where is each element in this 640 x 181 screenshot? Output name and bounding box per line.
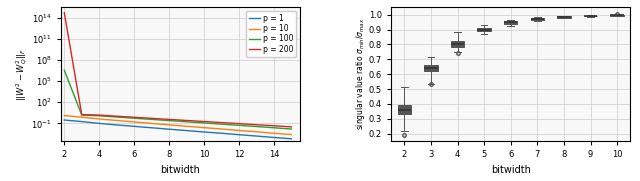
p = 200 xyxy=(287,126,295,128)
PathPatch shape xyxy=(451,41,464,47)
p = 200 xyxy=(270,125,278,127)
p = 10 xyxy=(287,133,295,136)
Y-axis label: singular value ratio $\sigma_{min}/\sigma_{max}$: singular value ratio $\sigma_{min}/\sigm… xyxy=(355,18,367,131)
p = 10 xyxy=(131,121,138,123)
p = 100 xyxy=(235,124,243,126)
p = 200 xyxy=(60,12,68,14)
p = 100 xyxy=(60,69,68,71)
p = 100 xyxy=(78,114,86,116)
X-axis label: bitwidth: bitwidth xyxy=(491,165,531,175)
p = 10 xyxy=(165,124,173,126)
p = 10 xyxy=(270,132,278,134)
p = 100 xyxy=(183,121,191,123)
p = 1 xyxy=(270,136,278,139)
p = 200 xyxy=(183,119,191,122)
p = 100 xyxy=(253,125,260,128)
Legend: p = 1, p = 10, p = 100, p = 200: p = 1, p = 10, p = 100, p = 200 xyxy=(246,11,296,57)
p = 10 xyxy=(113,119,120,122)
p = 200 xyxy=(113,115,120,117)
p = 1 xyxy=(113,124,120,126)
p = 1 xyxy=(131,125,138,127)
p = 200 xyxy=(235,123,243,125)
p = 200 xyxy=(253,124,260,126)
p = 10 xyxy=(95,118,103,120)
PathPatch shape xyxy=(477,28,491,31)
p = 1 xyxy=(218,132,225,134)
p = 200 xyxy=(165,118,173,121)
p = 200 xyxy=(131,116,138,118)
PathPatch shape xyxy=(611,15,624,16)
PathPatch shape xyxy=(504,21,517,24)
Y-axis label: $||W^2 - W^2_Q||_F$: $||W^2 - W^2_Q||_F$ xyxy=(15,48,29,101)
p = 10 xyxy=(78,116,86,118)
p = 1 xyxy=(287,138,295,140)
p = 1 xyxy=(60,119,68,121)
p = 100 xyxy=(95,115,103,117)
p = 10 xyxy=(253,131,260,133)
p = 1 xyxy=(148,127,156,129)
p = 100 xyxy=(218,123,225,125)
p = 1 xyxy=(95,122,103,125)
PathPatch shape xyxy=(424,65,438,71)
p = 100 xyxy=(270,127,278,129)
PathPatch shape xyxy=(531,18,544,20)
Line: p = 200: p = 200 xyxy=(64,13,291,127)
X-axis label: bitwidth: bitwidth xyxy=(161,165,200,175)
p = 10 xyxy=(218,128,225,130)
p = 100 xyxy=(165,119,173,122)
p = 200 xyxy=(78,113,86,116)
p = 100 xyxy=(148,118,156,121)
p = 10 xyxy=(235,129,243,132)
p = 1 xyxy=(200,131,208,133)
p = 10 xyxy=(60,114,68,117)
p = 100 xyxy=(113,116,120,118)
p = 200 xyxy=(95,114,103,116)
p = 10 xyxy=(200,127,208,129)
p = 10 xyxy=(148,122,156,125)
p = 200 xyxy=(218,121,225,124)
p = 1 xyxy=(183,130,191,132)
p = 100 xyxy=(200,122,208,124)
p = 1 xyxy=(235,134,243,136)
Line: p = 10: p = 10 xyxy=(64,115,291,134)
Line: p = 100: p = 100 xyxy=(64,70,291,129)
p = 1 xyxy=(165,128,173,130)
p = 200 xyxy=(148,117,156,119)
p = 1 xyxy=(78,121,86,123)
p = 200 xyxy=(200,120,208,123)
p = 10 xyxy=(183,125,191,127)
PathPatch shape xyxy=(397,105,411,114)
PathPatch shape xyxy=(557,16,571,18)
p = 1 xyxy=(253,135,260,137)
p = 100 xyxy=(287,128,295,130)
Line: p = 1: p = 1 xyxy=(64,120,291,139)
p = 100 xyxy=(131,117,138,119)
